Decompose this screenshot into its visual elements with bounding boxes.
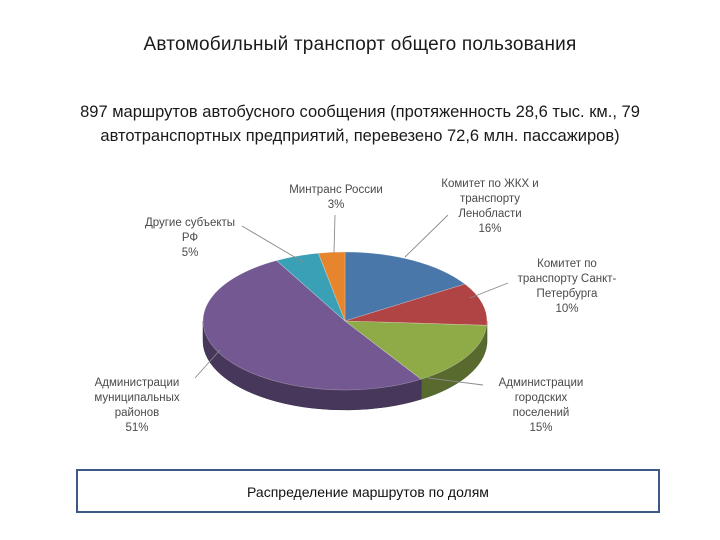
pie-slice-5 — [317, 251, 346, 322]
slice-name-line-1-2: Петербурга — [537, 288, 599, 300]
leader-line-3 — [194, 349, 221, 379]
slice-value-label-1: 10% — [555, 303, 578, 315]
slice-name-line-3-2: районов — [115, 407, 159, 419]
slice-label-0: Комитет по ЖКХ и транспорту Ленобласти 16% — [441, 178, 538, 235]
chart-caption: Распределение маршрутов по долям — [247, 484, 489, 500]
slice-name-line-5-0: Минтранс России — [289, 184, 383, 196]
slice-label-2: Администрации городских поселений 15% — [499, 377, 584, 434]
leader-line-1 — [469, 282, 509, 299]
slice-name-line-0-1: транспорту — [460, 193, 520, 205]
slice-name-line-0-2: Ленобласти — [458, 208, 521, 220]
slice-name-line-2-1: городских — [515, 392, 568, 404]
slice-value-label-2: 15% — [529, 422, 552, 434]
pie-slice-2 — [344, 320, 488, 380]
slice-name-line-1-0: Комитет по — [537, 258, 597, 270]
slice-name-line-1-1: транспорту Санкт- — [518, 273, 617, 285]
slide-subtitle: 897 маршрутов автобусного сообщения (про… — [80, 103, 640, 145]
slice-name-line-2-2: поселений — [513, 407, 570, 419]
leader-line-0 — [404, 214, 449, 258]
leader-line-5 — [333, 214, 336, 254]
pie-slice-4 — [275, 252, 346, 322]
slice-name-line-3-0: Администрации — [95, 377, 180, 389]
leader-line-4 — [241, 225, 304, 263]
slice-label-3: Администрации муниципальных районов 51% — [94, 377, 180, 434]
slice-name-line-2-0: Администрации — [499, 377, 584, 389]
slice-name-line-4-0: Другие субъекты — [145, 217, 235, 229]
slide-title: Автомобильный транспорт общего пользован… — [143, 34, 577, 55]
slice-name-line-3-1: муниципальных — [94, 392, 180, 404]
pie-slice-1 — [344, 283, 488, 326]
leader-line-2 — [427, 377, 484, 386]
slice-value-label-4: 5% — [182, 247, 199, 259]
slice-value-label-5: 3% — [328, 199, 345, 211]
slice-value-label-3: 51% — [125, 422, 148, 434]
slice-name-line-4-1: РФ — [182, 232, 199, 244]
slice-label-4: Другие субъекты РФ 5% — [145, 217, 235, 259]
slice-label-1: Комитет по транспорту Санкт- Петербурга 10% — [518, 258, 617, 315]
pie-slice-0 — [344, 251, 466, 322]
slice-label-5: Минтранс России 3% — [289, 184, 383, 211]
chart-caption-box: Распределение маршрутов по долям — [76, 469, 660, 513]
slice-name-line-0-0: Комитет по ЖКХ и — [441, 178, 538, 190]
slice-value-label-0: 16% — [478, 223, 501, 235]
pie-slice-3 — [202, 260, 422, 391]
